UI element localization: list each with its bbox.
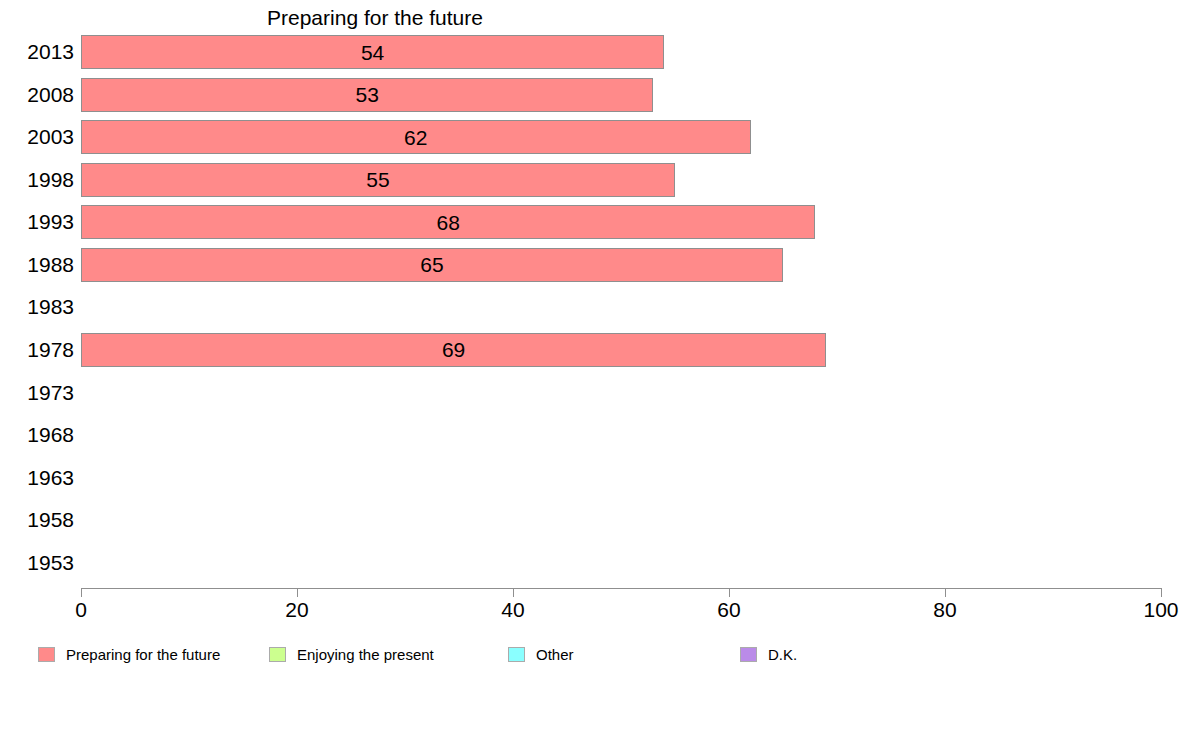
y-axis-label: 1963 [0, 456, 74, 499]
bar-value-label: 65 [420, 254, 443, 275]
bar: 62 [81, 120, 751, 154]
x-axis-tick [1161, 588, 1162, 597]
legend-swatch-icon [508, 647, 525, 662]
y-axis-label: 2003 [0, 116, 74, 159]
y-axis-label: 1968 [0, 414, 74, 457]
legend-item: Preparing for the future [38, 644, 220, 664]
y-axis-label: 1983 [0, 286, 74, 329]
legend-item: D.K. [740, 644, 797, 664]
bar-value-label: 68 [437, 212, 460, 233]
chart-row: 1998 55 [0, 159, 1188, 202]
x-axis-tick-label: 20 [265, 598, 329, 622]
x-axis: 020406080100 [81, 588, 1162, 630]
chart-row: 1978 69 [0, 329, 1188, 372]
y-axis-label: 1973 [0, 371, 74, 414]
x-axis-tick-label: 80 [913, 598, 977, 622]
x-axis-tick [81, 588, 82, 597]
y-axis-label: 1998 [0, 159, 74, 202]
chart-row: 1983 [0, 286, 1188, 329]
legend-swatch-icon [269, 647, 286, 662]
chart-row: 1953 [0, 541, 1188, 584]
legend-item-label: D.K. [768, 646, 797, 663]
bar: 54 [81, 35, 664, 69]
y-axis-label: 1953 [0, 541, 74, 584]
chart-row: 1963 [0, 456, 1188, 499]
chart-row: 1973 [0, 371, 1188, 414]
bar-value-label: 55 [366, 169, 389, 190]
bar-value-label: 54 [361, 42, 384, 63]
chart-row: 2008 53 [0, 74, 1188, 117]
chart-row: 2003 62 [0, 116, 1188, 159]
plot-area: 2013 54 2008 53 2003 62 1998 55 1993 68 1988 65 1983… [0, 31, 1188, 584]
bar: 55 [81, 163, 675, 197]
x-axis-tick [729, 588, 730, 597]
bar: 68 [81, 205, 815, 239]
bar-value-label: 53 [356, 84, 379, 105]
x-axis-line [81, 588, 1162, 589]
legend-item-label: Enjoying the present [297, 646, 434, 663]
bar-value-label: 69 [442, 339, 465, 360]
y-axis-label: 1993 [0, 201, 74, 244]
legend-item-label: Preparing for the future [66, 646, 220, 663]
legend-item: Other [508, 644, 574, 664]
x-axis-tick [945, 588, 946, 597]
chart-row: 1993 68 [0, 201, 1188, 244]
y-axis-label: 1988 [0, 244, 74, 287]
legend-item: Enjoying the present [269, 644, 434, 664]
x-axis-tick-label: 60 [697, 598, 761, 622]
legend: Preparing for the future Enjoying the pre… [0, 644, 1188, 666]
bar: 53 [81, 78, 653, 112]
y-axis-label: 2008 [0, 74, 74, 117]
legend-item-label: Other [536, 646, 574, 663]
legend-swatch-icon [38, 647, 55, 662]
y-axis-label: 1958 [0, 499, 74, 542]
bar-chart: Preparing for the future 201354200853200… [0, 0, 1188, 736]
chart-title: Preparing for the future [75, 5, 675, 31]
x-axis-tick-label: 40 [481, 598, 545, 622]
chart-row: 1958 [0, 499, 1188, 542]
bar: 65 [81, 248, 783, 282]
chart-row: 1988 65 [0, 244, 1188, 287]
legend-swatch-icon [740, 647, 757, 662]
chart-row: 2013 54 [0, 31, 1188, 74]
x-axis-tick [513, 588, 514, 597]
y-axis-label: 2013 [0, 31, 74, 74]
y-axis-label: 1978 [0, 329, 74, 372]
chart-row: 1968 [0, 414, 1188, 457]
bar: 69 [81, 333, 826, 367]
x-axis-tick [297, 588, 298, 597]
bar-value-label: 62 [404, 127, 427, 148]
x-axis-tick-label: 100 [1129, 598, 1188, 622]
x-axis-tick-label: 0 [49, 598, 113, 622]
